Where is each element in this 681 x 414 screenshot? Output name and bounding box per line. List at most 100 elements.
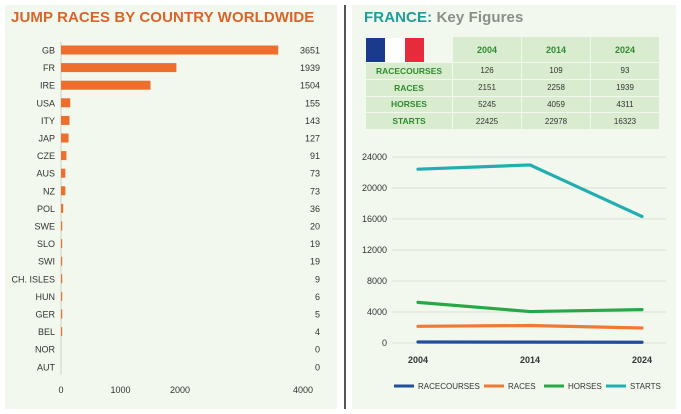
- y-tick-label: 24000: [362, 152, 387, 162]
- series-line: [416, 323, 644, 330]
- row-label: HORSES: [366, 96, 452, 113]
- flag-stripe-red: [404, 37, 424, 62]
- y-tick-label: 4000: [367, 307, 387, 317]
- y-tick-label: 0: [382, 338, 387, 348]
- bar-category-label: NZ: [43, 186, 55, 196]
- bar: [61, 98, 71, 108]
- table-cell: 22425: [453, 113, 521, 130]
- y-tick-label: 20000: [362, 183, 387, 193]
- bar-value-label: 36: [310, 204, 320, 214]
- bar-category-label: ITY: [41, 116, 55, 126]
- table-cell: 93: [591, 63, 659, 79]
- row-label: STARTS: [366, 113, 452, 130]
- bar-category-label: CZE: [37, 151, 55, 161]
- bar: [61, 80, 151, 90]
- flag-stripe-white: [385, 37, 405, 62]
- bar: [61, 133, 69, 143]
- bar-value-label: 4: [315, 327, 320, 337]
- bar-category-label: FR: [43, 63, 55, 73]
- bar: [61, 186, 66, 196]
- x-tick-label: 2004: [408, 355, 428, 365]
- france-flag-icon: [366, 37, 424, 62]
- bar-value-label: 73: [310, 169, 320, 179]
- table-cell: 1939: [591, 79, 659, 96]
- legend-label: STARTS: [630, 382, 661, 391]
- bar-value-label: 127: [305, 134, 320, 144]
- bar-value-label: 91: [310, 151, 320, 161]
- bar-x-tick-label: 0: [58, 385, 63, 395]
- x-tick-label: 2014: [520, 355, 540, 365]
- bar: [61, 309, 63, 319]
- bar: [61, 221, 63, 231]
- bar-category-label: POL: [37, 204, 55, 214]
- bar-category-label: GB: [42, 46, 55, 56]
- table-cell: 126: [453, 63, 521, 79]
- bar-value-label: 73: [310, 186, 320, 196]
- bar-value-label: 19: [310, 239, 320, 249]
- x-tick-label: 2024: [632, 355, 652, 365]
- bar-category-label: SLO: [37, 239, 55, 249]
- table-cell: 2258: [522, 79, 590, 96]
- bar-category-label: USA: [36, 98, 55, 108]
- table-row: RACES 2151 2258 1939: [366, 79, 659, 96]
- bar: [61, 203, 64, 213]
- table-cell: 4311: [591, 96, 659, 113]
- france-title-main: FRANCE:: [364, 9, 433, 26]
- y-tick-label: 16000: [362, 214, 387, 224]
- bar-category-label: AUS: [36, 169, 55, 179]
- bar-category-label: SWE: [34, 222, 55, 232]
- year-header: 2004: [453, 37, 521, 62]
- bar-value-label: 1504: [300, 81, 320, 91]
- bar-value-label: 143: [305, 116, 320, 126]
- table-row: STARTS 22425 22978 16323: [366, 113, 659, 130]
- bar-value-label: 155: [305, 98, 320, 108]
- key-figures-table: 2004 2014 2024 RACECOURSES 126 109 93 RA…: [365, 36, 660, 130]
- year-header: 2024: [591, 37, 659, 62]
- table-row: RACECOURSES 126 109 93: [366, 63, 659, 79]
- legend-label: HORSES: [568, 382, 602, 391]
- table-cell: 109: [522, 63, 590, 79]
- bar-x-tick-label: 4000: [293, 385, 313, 395]
- bar-category-label: AUT: [37, 362, 56, 372]
- flag-cell: [366, 37, 452, 62]
- bar: [61, 168, 66, 178]
- bar: [61, 45, 279, 55]
- year-header: 2014: [522, 37, 590, 62]
- bar-value-label: 19: [310, 257, 320, 267]
- bar-value-label: 5: [315, 310, 320, 320]
- bar-category-label: NOR: [35, 345, 56, 355]
- bar: [61, 327, 63, 337]
- table-cell: 2151: [453, 79, 521, 96]
- bar: [61, 151, 67, 161]
- bar-category-label: JAP: [38, 134, 55, 144]
- flag-stripe-blue: [366, 37, 386, 62]
- bar-category-label: CH. ISLES: [11, 274, 55, 284]
- table-cell: 4059: [522, 96, 590, 113]
- bar: [61, 239, 63, 249]
- table-cell: 16323: [591, 113, 659, 130]
- table-cell: 5245: [453, 96, 521, 113]
- table-row: HORSES 5245 4059 4311: [366, 96, 659, 113]
- bar-category-label: HUN: [36, 292, 56, 302]
- panel-divider: [344, 5, 346, 409]
- bar-category-label: IRE: [40, 81, 55, 91]
- bar-value-label: 0: [315, 345, 320, 355]
- bar-value-label: 1939: [300, 63, 320, 73]
- bar-value-label: 3651: [300, 46, 320, 56]
- france-title: FRANCE: Key Figures: [364, 9, 523, 26]
- bar-x-tick-label: 1000: [110, 385, 130, 395]
- y-tick-label: 8000: [367, 276, 387, 286]
- series-line: [416, 300, 644, 314]
- left-panel: [5, 5, 337, 409]
- bar-chart-title: JUMP RACES BY COUNTRY WORLDWIDE: [11, 9, 315, 26]
- bar: [61, 115, 70, 125]
- table-header-row: 2004 2014 2024: [366, 37, 659, 62]
- france-title-sub: Key Figures: [436, 9, 524, 26]
- bar: [61, 274, 63, 284]
- bar: [61, 291, 63, 301]
- bar-value-label: 20: [310, 222, 320, 232]
- bar-x-tick-label: 2000: [170, 385, 190, 395]
- legend-label: RACES: [508, 382, 536, 391]
